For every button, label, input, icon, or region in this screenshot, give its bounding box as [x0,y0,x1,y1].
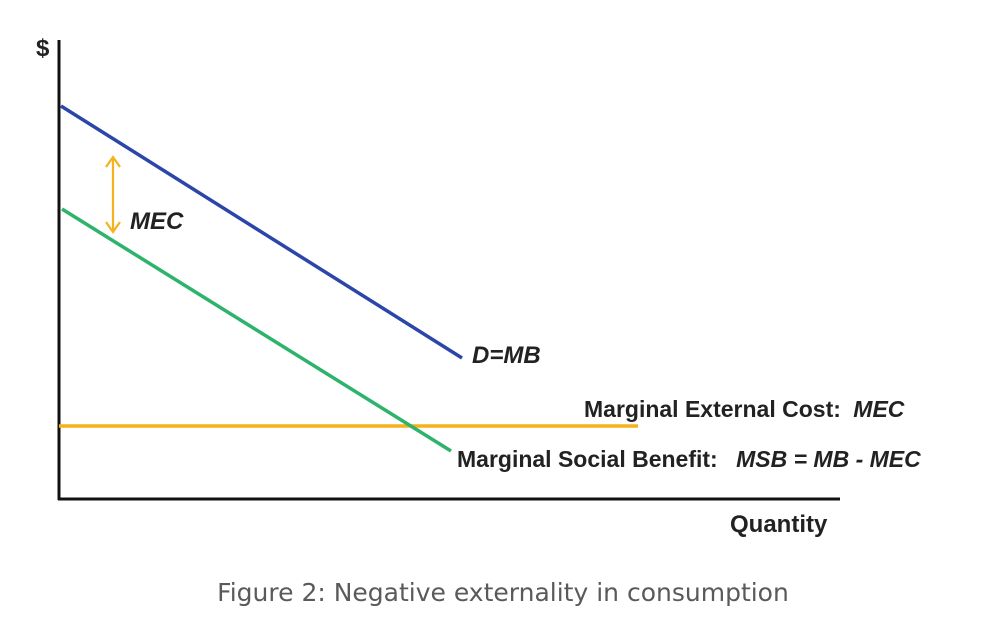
demand-mb-line [60,104,463,360]
msb-label-prefix: Marginal Social Benefit: [457,446,718,472]
mec-line-label: Marginal External Cost: MEC [584,396,905,422]
mec-line-label-term: MEC [853,396,905,422]
mec-gap-arrow [105,155,121,234]
msb-label: Marginal Social Benefit: MSB = MB - MEC [457,446,921,472]
msb-label-formula: MSB = MB - MEC [736,446,921,472]
mec-gap-label: MEC [130,208,184,235]
y-axis-label: $ [36,35,50,62]
msb-line [61,207,452,453]
mec-line-label-prefix: Marginal External Cost: [584,396,841,422]
x-axis-label: Quantity [730,511,828,538]
figure-caption: Figure 2: Negative externality in consum… [217,578,789,607]
demand-label: D=MB [472,342,541,369]
